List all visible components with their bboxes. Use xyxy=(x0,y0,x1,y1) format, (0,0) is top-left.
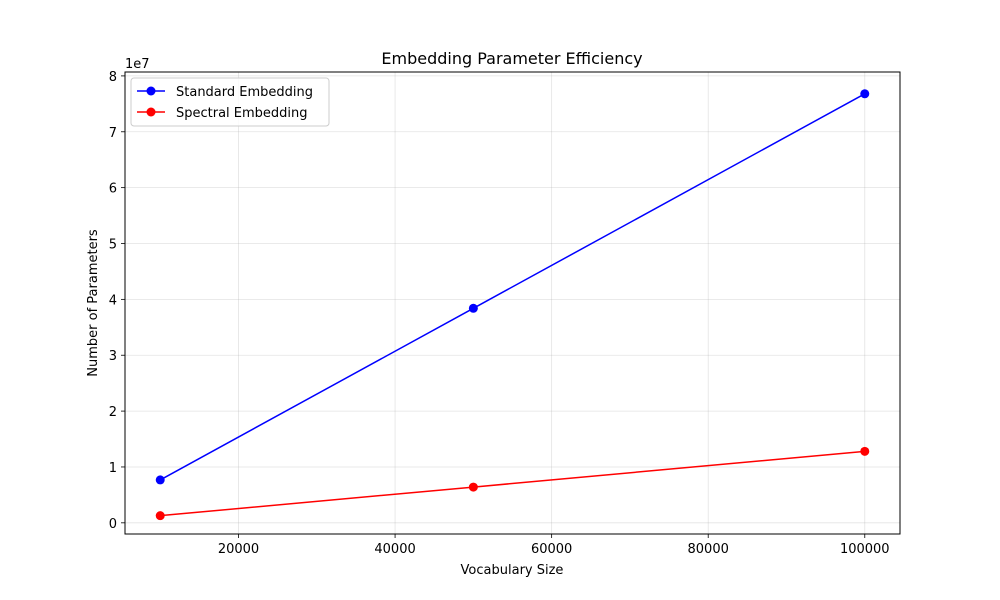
y-axis: 0 1 2 3 4 5 6 7 8 xyxy=(109,70,125,532)
y-tick-label: 8 xyxy=(109,70,117,85)
y-tick-label: 2 xyxy=(109,405,117,420)
plot-frame xyxy=(124,71,901,535)
y-offset-text: 1e7 xyxy=(125,57,150,72)
legend-entry: Standard Embedding xyxy=(176,85,313,100)
y-tick-label: 6 xyxy=(109,182,117,197)
y-tick-label: 7 xyxy=(109,126,117,141)
series-spectral-embedding xyxy=(155,446,870,521)
chart-title: Embedding Parameter Efficiency xyxy=(381,49,642,68)
x-axis: 20000 40000 60000 80000 100000 xyxy=(218,534,890,557)
x-tick-label: 20000 xyxy=(218,542,259,557)
y-axis-label: Number of Parameters xyxy=(86,229,101,377)
legend-marker xyxy=(146,107,156,117)
x-tick-label: 60000 xyxy=(531,542,572,557)
data-point xyxy=(155,475,165,485)
data-point xyxy=(155,511,165,521)
data-point xyxy=(468,482,478,492)
y-tick-label: 5 xyxy=(109,238,117,253)
x-axis-label: Vocabulary Size xyxy=(461,563,564,578)
x-tick-label: 80000 xyxy=(688,542,729,557)
legend: Standard Embedding Spectral Embedding xyxy=(130,77,330,127)
series-layer xyxy=(155,89,870,521)
legend-box xyxy=(130,77,330,127)
data-point xyxy=(860,446,870,456)
y-tick-label: 3 xyxy=(109,349,117,364)
data-point xyxy=(860,89,870,99)
legend-marker xyxy=(146,86,156,96)
y-tick-label: 1 xyxy=(109,461,117,476)
grid xyxy=(125,72,900,534)
x-tick-label: 100000 xyxy=(840,542,890,557)
series-standard-embedding xyxy=(155,89,870,485)
legend-entry: Spectral Embedding xyxy=(176,106,308,121)
data-point xyxy=(468,303,478,313)
y-tick-label: 0 xyxy=(109,517,117,532)
y-tick-label: 4 xyxy=(109,293,117,308)
x-tick-label: 40000 xyxy=(374,542,415,557)
